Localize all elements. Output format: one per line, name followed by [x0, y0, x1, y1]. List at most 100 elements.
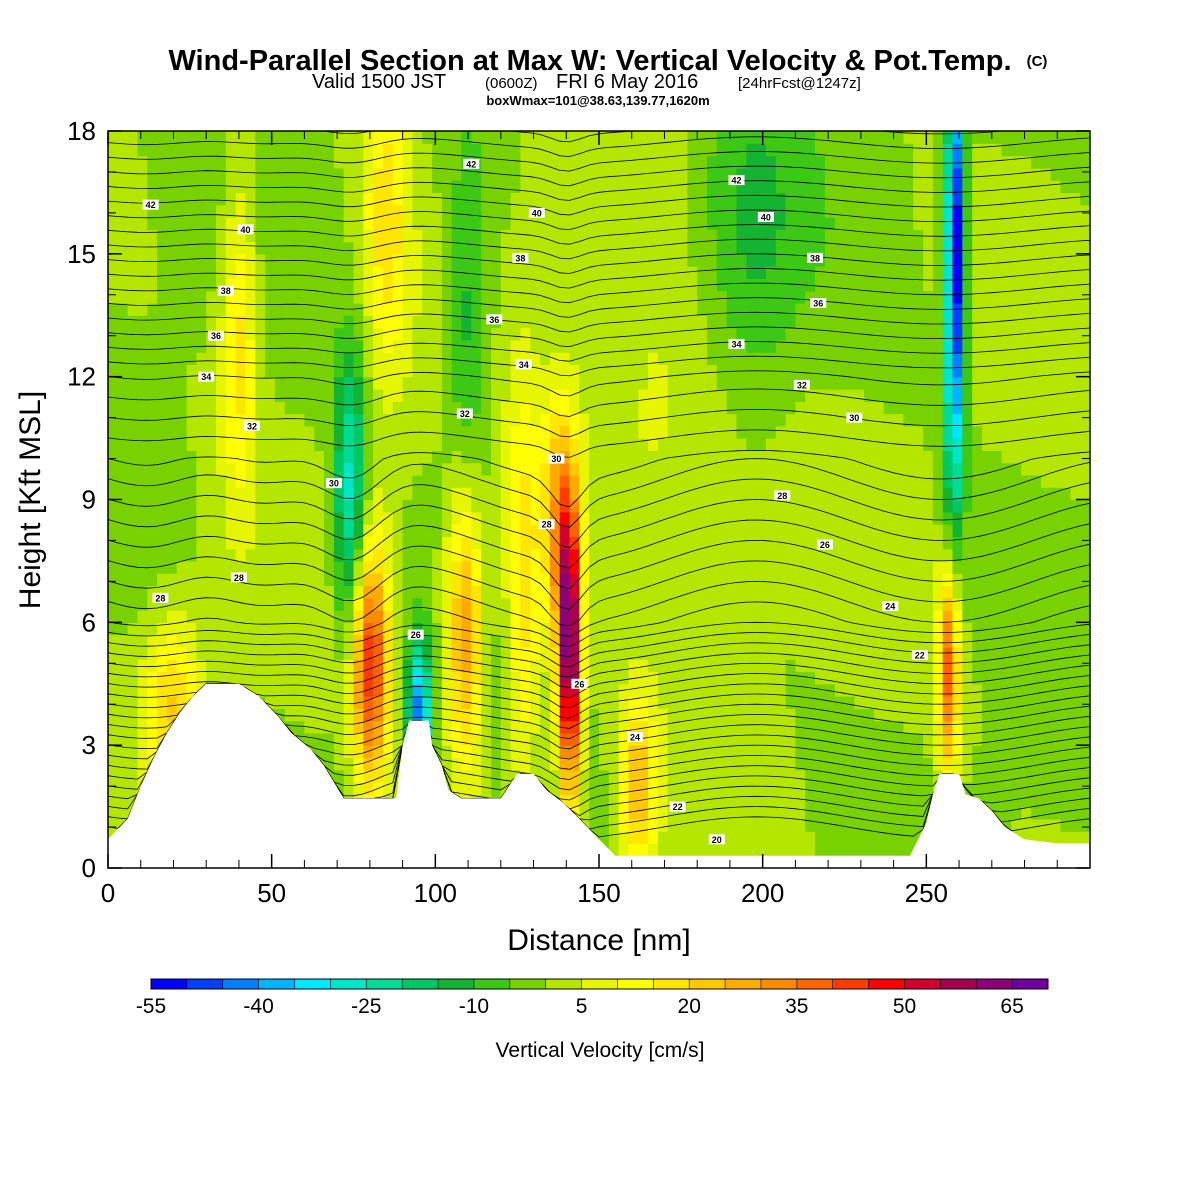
w-cell — [559, 683, 571, 697]
w-cell — [589, 708, 600, 722]
w-cell — [274, 573, 286, 587]
w-cell — [373, 266, 384, 279]
w-cell — [255, 659, 266, 673]
w-cell — [736, 462, 747, 476]
w-cell — [176, 487, 188, 501]
w-cell — [579, 487, 590, 501]
w-cell — [913, 438, 924, 451]
w-cell — [746, 155, 757, 169]
w-cell — [363, 659, 374, 673]
w-cell — [137, 217, 148, 230]
w-cell — [648, 818, 659, 832]
w-cell — [903, 266, 914, 279]
w-cell — [756, 794, 767, 808]
w-cell — [392, 720, 404, 734]
w-cell — [127, 315, 138, 329]
w-cell — [608, 474, 620, 488]
w-cell — [844, 192, 855, 206]
w-cell — [245, 634, 256, 648]
w-cell — [569, 290, 580, 304]
valid-line: Valid 1500 JST (0600Z) FRI 6 May 2016 [2… — [312, 71, 861, 93]
w-cell — [726, 610, 738, 623]
w-cell — [746, 696, 757, 709]
w-cell — [628, 462, 639, 476]
w-cell — [736, 560, 747, 574]
w-cell — [520, 634, 531, 648]
w-cell — [530, 573, 541, 587]
w-cell — [677, 180, 688, 193]
w-cell — [569, 671, 580, 685]
w-cell — [893, 167, 904, 181]
w-cell — [726, 732, 738, 746]
w-cell — [913, 548, 924, 562]
w-cell — [648, 315, 659, 329]
w-cell — [775, 745, 787, 759]
w-cell — [765, 155, 777, 169]
w-cell — [108, 536, 119, 550]
w-cell — [402, 548, 413, 562]
w-cell — [520, 192, 531, 206]
w-cell — [736, 290, 747, 304]
w-cell — [520, 352, 531, 365]
w-cell — [383, 524, 394, 537]
w-cell — [441, 303, 453, 316]
w-cell — [726, 180, 738, 193]
w-cell — [726, 536, 738, 550]
w-cell — [392, 217, 404, 230]
w-cell — [756, 696, 767, 709]
w-cell — [824, 573, 836, 587]
w-cell — [491, 573, 502, 587]
w-cell — [117, 278, 129, 292]
box-info: boxWmax=101@38.63,139.77,1620m — [486, 93, 709, 108]
w-cell — [864, 315, 875, 329]
w-cell — [186, 622, 197, 636]
w-cell — [805, 560, 816, 574]
w-cell — [834, 671, 846, 685]
w-cell — [530, 585, 541, 599]
w-cell — [127, 401, 138, 415]
w-cell — [245, 659, 256, 673]
w-cell — [294, 192, 305, 206]
w-cell — [353, 253, 364, 267]
w-cell — [677, 364, 688, 378]
w-cell — [265, 303, 276, 316]
w-cell — [746, 573, 757, 587]
w-cell — [608, 659, 620, 673]
w-cell — [736, 634, 747, 648]
w-cell — [392, 303, 404, 316]
w-cell — [677, 167, 688, 181]
w-cell — [274, 610, 286, 623]
w-cell — [687, 769, 698, 783]
w-cell — [736, 241, 747, 255]
w-cell — [451, 597, 463, 611]
w-cell — [255, 217, 266, 230]
w-cell — [186, 462, 197, 476]
w-cell — [343, 769, 355, 783]
w-cell — [274, 511, 286, 525]
w-cell — [874, 327, 885, 341]
w-cell — [618, 536, 629, 550]
w-cell — [225, 462, 237, 476]
w-cell — [657, 671, 669, 685]
w-cell — [677, 499, 688, 513]
chart-title: Wind-Parallel Section at Max W: Vertical… — [168, 45, 1011, 77]
w-cell — [579, 757, 590, 771]
w-cell — [294, 364, 305, 378]
w-cell — [589, 732, 600, 746]
w-cell — [294, 585, 305, 599]
w-cell — [638, 818, 649, 832]
w-cell — [166, 487, 178, 501]
w-cell — [314, 696, 325, 709]
w-cell — [235, 143, 247, 157]
w-cell — [628, 511, 639, 525]
w-cell — [874, 180, 885, 193]
w-cell — [599, 671, 610, 685]
w-cell — [677, 634, 688, 648]
w-cell — [785, 339, 796, 353]
w-cell — [422, 192, 433, 206]
w-cell — [736, 425, 747, 439]
w-cell — [491, 290, 502, 304]
w-cell — [697, 831, 708, 844]
w-cell — [726, 646, 738, 660]
w-cell — [854, 646, 865, 660]
